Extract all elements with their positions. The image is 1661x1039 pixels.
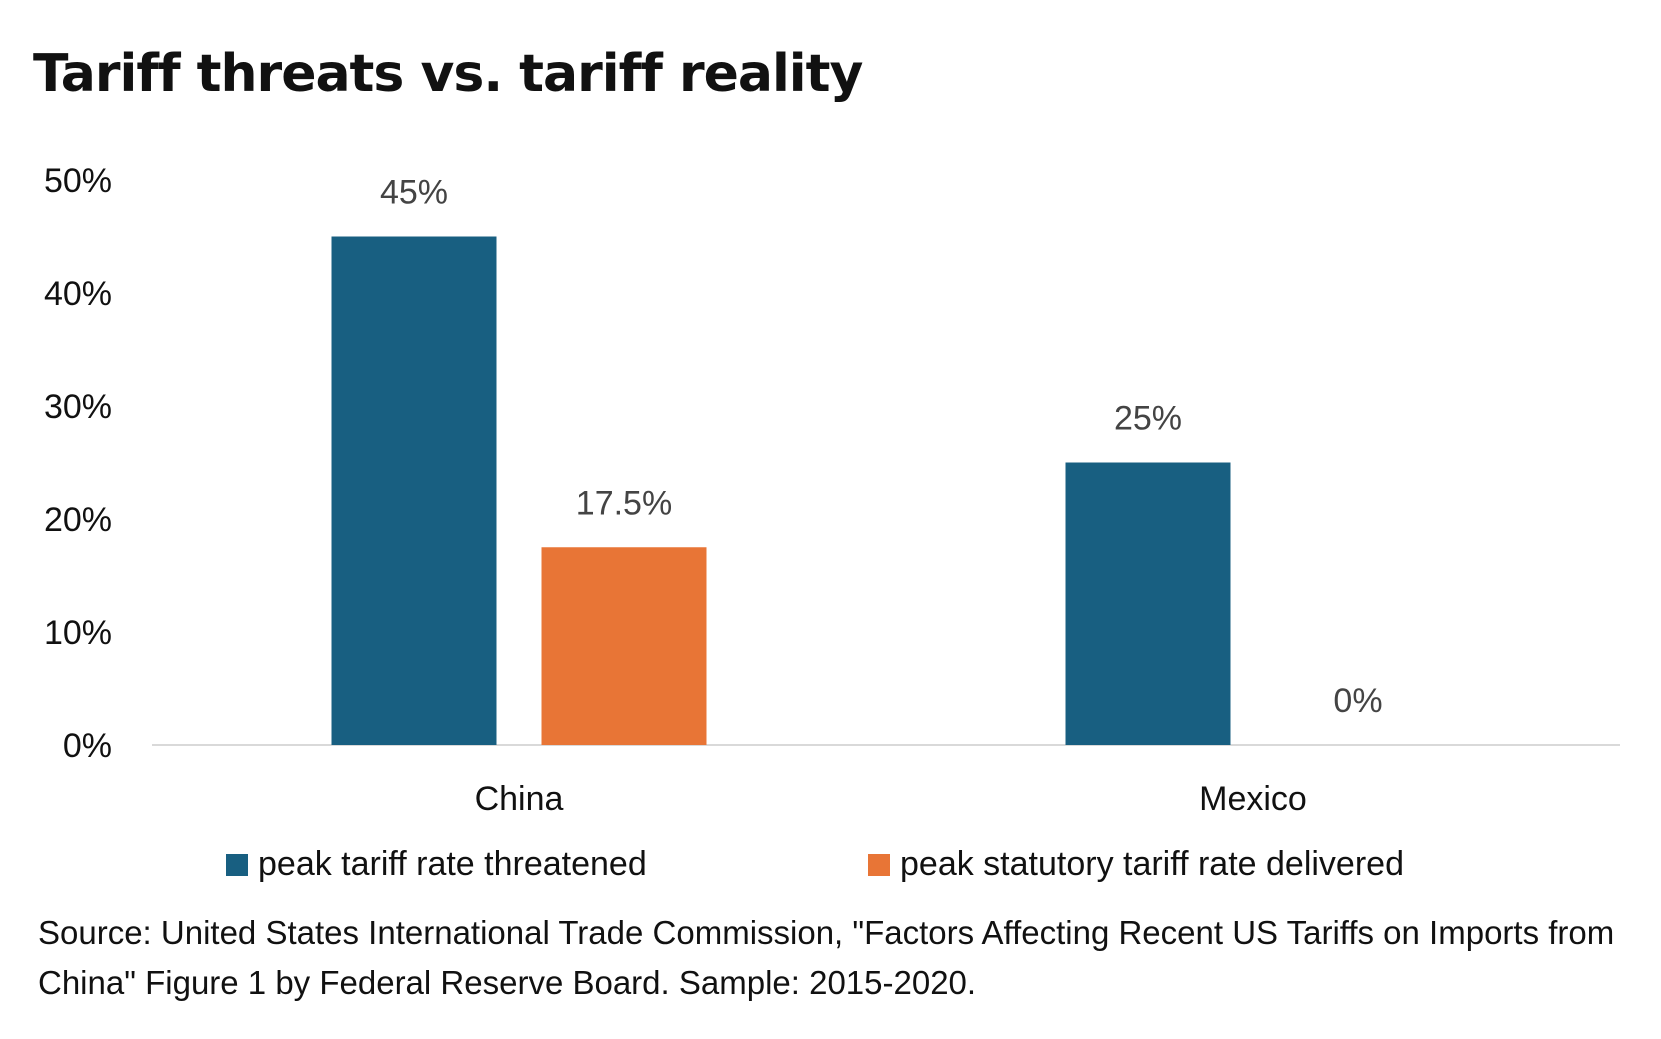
legend-item-delivered: peak statutory tariff rate delivered: [868, 845, 1404, 884]
data-label: 0%: [1333, 682, 1382, 720]
y-tick-label: 10%: [44, 614, 112, 652]
y-tick-label: 50%: [44, 162, 112, 200]
y-tick-label: 40%: [44, 275, 112, 313]
data-label: 45%: [380, 174, 448, 212]
legend-label-delivered: peak statutory tariff rate delivered: [900, 845, 1404, 883]
legend-item-threatened: peak tariff rate threatened: [226, 845, 647, 884]
data-label: 25%: [1114, 400, 1182, 438]
legend-swatch-delivered: [868, 853, 890, 876]
bar-mexico-series-0: [1065, 462, 1231, 745]
y-tick-label: 0%: [63, 727, 112, 765]
source-note: Source: United States International Trad…: [38, 914, 1615, 1001]
bar-chart: 0% 10% 20% 30% 40% 50% 45% 17.5% China 25% 0% Mexic…: [44, 162, 1620, 818]
category-label: China: [475, 780, 564, 818]
chart-title: Tariff threats vs. tariff reality: [33, 44, 863, 104]
category-label: Mexico: [1199, 780, 1307, 818]
data-label: 17.5%: [576, 484, 672, 522]
bar-china-series-0: [331, 236, 497, 745]
bar-china-series-1: [541, 547, 707, 745]
legend-label-threatened: peak tariff rate threatened: [258, 845, 647, 883]
legend: peak tariff rate threatened peak statuto…: [0, 845, 1661, 891]
y-tick-label: 20%: [44, 501, 112, 539]
y-tick-label: 30%: [44, 388, 112, 426]
legend-swatch-threatened: [226, 853, 248, 876]
